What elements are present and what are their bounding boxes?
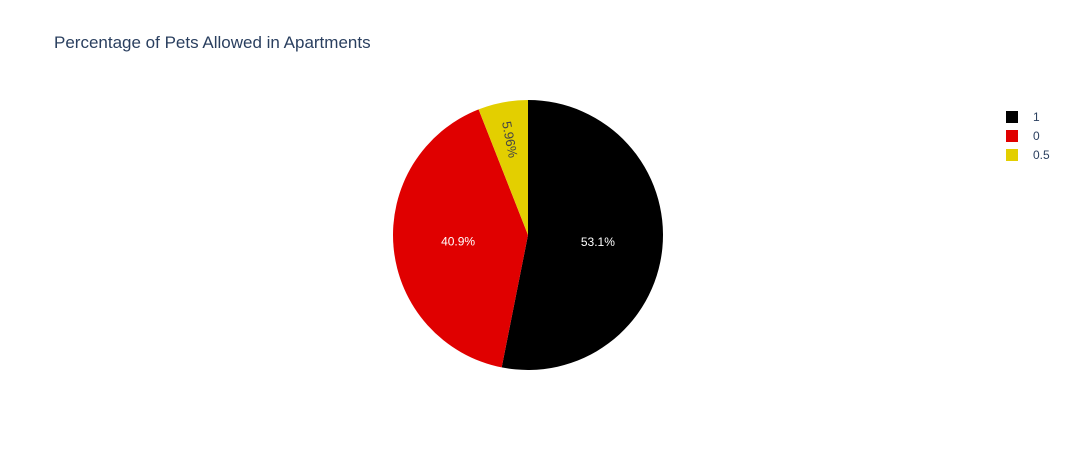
legend-swatch [1006, 129, 1018, 142]
legend: 1 0 0.5 [1006, 107, 1050, 164]
legend-item-1[interactable]: 1 [1006, 107, 1050, 126]
legend-item-0[interactable]: 0 [1006, 126, 1050, 145]
chart-title: Percentage of Pets Allowed in Apartments [54, 33, 371, 52]
pie-slices [393, 100, 664, 371]
slice-percent-label: 5.96% [499, 120, 521, 159]
slice-percent-label: 40.9% [441, 234, 475, 248]
legend-swatch [1006, 110, 1018, 123]
legend-label: 1 [1033, 109, 1040, 124]
pie-slice-0-5[interactable] [478, 100, 528, 235]
slice-percent-label: 53.1% [581, 235, 615, 249]
legend-item-0-5[interactable]: 0.5 [1006, 145, 1050, 164]
legend-label: 0.5 [1033, 147, 1050, 162]
legend-label: 0 [1033, 128, 1040, 143]
pie-slice-0[interactable] [393, 109, 528, 368]
pie-slice-1[interactable] [501, 100, 664, 371]
legend-swatch [1006, 148, 1018, 161]
pie-slice-labels: 53.1% 40.9% 5.96% [441, 120, 615, 249]
